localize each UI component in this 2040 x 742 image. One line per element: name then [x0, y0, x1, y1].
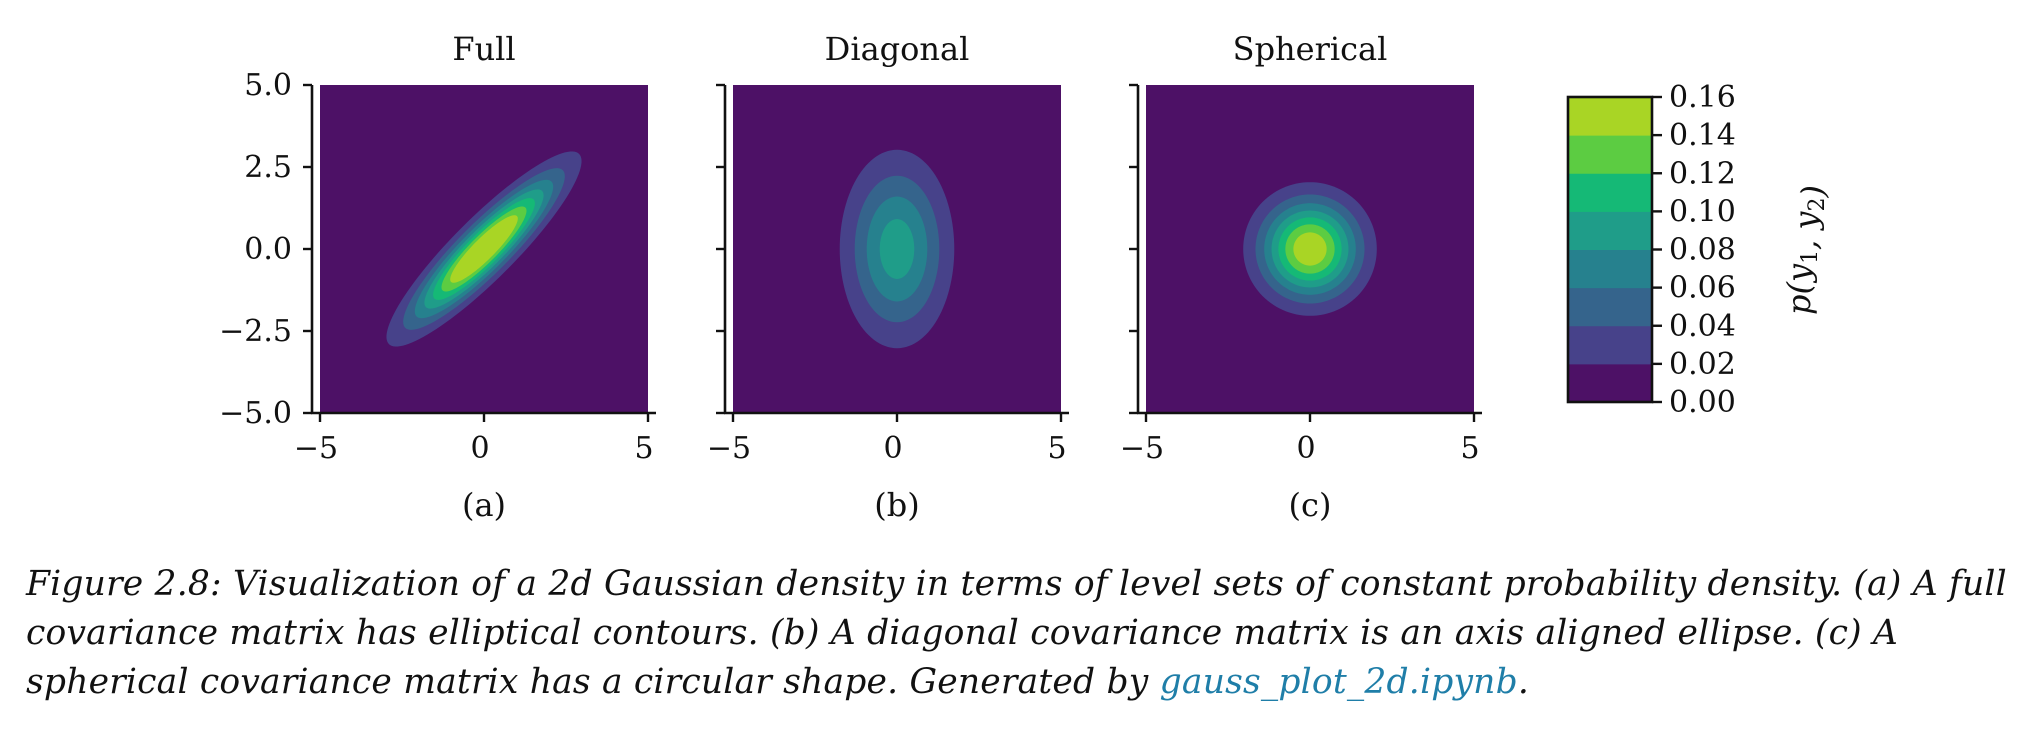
colorbar-band-3 — [1568, 249, 1652, 289]
panel-a: −5 0 5 −5.0 −2.5 0.0 2.5 5.0 Full (a) — [219, 30, 656, 524]
notebook-link[interactable]: gauss_plot_2d.ipynb — [1159, 662, 1518, 702]
y-tick-label: −5.0 — [219, 396, 292, 431]
caption-text: Figure 2.8: Visualization of a 2d Gaussi… — [26, 564, 2007, 702]
colorbar-band-5 — [1568, 173, 1652, 212]
panel-title-second: Diagonal — [825, 30, 970, 68]
colorbar-band-1 — [1568, 325, 1652, 365]
x-tick-label: −5 — [294, 431, 338, 466]
colorbar-tick-label: 0.14 — [1669, 118, 1736, 153]
colorbar-tick-label: 0.08 — [1669, 233, 1736, 268]
caption-end: . — [1517, 662, 1530, 702]
x-tick-label: 0 — [1296, 431, 1315, 466]
x-tick-label: 5 — [1460, 431, 1479, 466]
panel-sublabel-second: (b) — [874, 486, 919, 524]
colorbar-band-4 — [1568, 211, 1652, 250]
colorbar-tick-label: 0.10 — [1669, 194, 1736, 229]
colorbar-tick-label: 0.12 — [1669, 156, 1736, 191]
colorbar-tick-label: 0.06 — [1669, 271, 1736, 306]
colorbar-axis-label-part: p(y — [1780, 263, 1818, 315]
x-tick-label: −5 — [1120, 431, 1164, 466]
colorbar-band-6 — [1568, 135, 1652, 174]
x-tick-label: 0 — [470, 431, 489, 466]
panel-sublabel-first: (a) — [462, 486, 506, 524]
y-tick-label: 0.0 — [244, 232, 292, 267]
colorbar-tick-label: 0.00 — [1669, 385, 1736, 420]
figure-caption: Figure 2.8: Visualization of a 2d Gaussi… — [26, 560, 2016, 707]
colorbar-axis-label: p(y1, y2) — [1780, 185, 1832, 315]
panel-title-third: Spherical — [1233, 30, 1388, 68]
colorbar-axis-label-part: 2 — [1805, 198, 1830, 212]
y-tick-label: −2.5 — [219, 314, 292, 349]
x-tick-label: 5 — [634, 431, 653, 466]
colorbar-axis-label-part: 1 — [1798, 250, 1823, 264]
panel-title-first: Full — [452, 30, 515, 68]
panel-c: −5 0 5 Spherical (c) — [1120, 30, 1482, 524]
x-tick-label: 0 — [883, 431, 902, 466]
colorbar-axis-label-part: ) — [1794, 185, 1832, 198]
level-fill-7 — [450, 215, 518, 283]
colorbar-tick-label: 0.04 — [1669, 309, 1736, 344]
y-tick-label: 5.0 — [244, 68, 292, 103]
level-fill-4 — [879, 219, 915, 279]
panel-sublabel-third: (c) — [1289, 486, 1332, 524]
colorbar-band-0 — [1568, 363, 1652, 403]
colorbar-band-7 — [1568, 97, 1652, 136]
colorbar: 0.000.020.040.060.08 0.100.120.140.16 p(y1… — [1566, 80, 1832, 420]
x-tick-label: −5 — [707, 431, 751, 466]
y-tick-label: 2.5 — [244, 150, 292, 185]
figure-2-8: −5 0 5 −5.0 −2.5 0.0 2.5 5.0 Full (a) −5 0 5 Diagonal… — [219, 30, 1832, 524]
level-fill-7 — [1293, 232, 1327, 266]
colorbar-tick-label: 0.16 — [1669, 80, 1736, 115]
colorbar-band-2 — [1568, 287, 1652, 327]
x-tick-label: 5 — [1047, 431, 1066, 466]
colorbar-axis-label-part: , y — [1787, 211, 1825, 250]
colorbar-tick-label: 0.02 — [1669, 347, 1736, 382]
panel-b: −5 0 5 Diagonal (b) — [707, 30, 1069, 524]
contour-panels: −5 0 5 −5.0 −2.5 0.0 2.5 5.0 Full (a) −5 0 5 Diagonal… — [219, 30, 1482, 524]
